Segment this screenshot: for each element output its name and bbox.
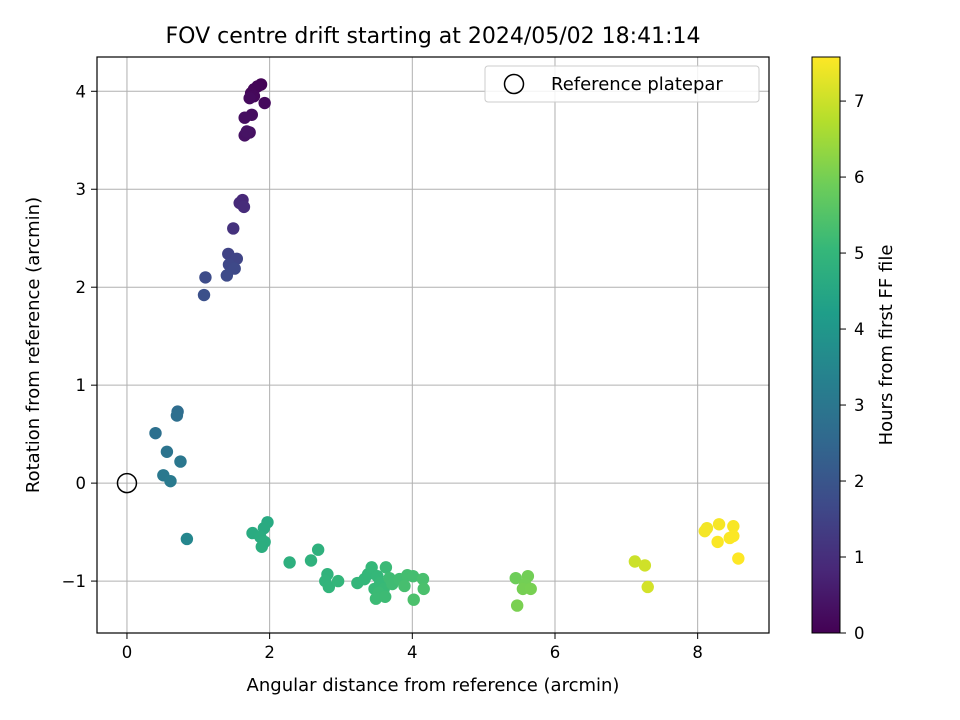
data-point — [238, 111, 251, 124]
colorbar: 0 1 2 3 4 5 6 7 Hours from first FF file — [811, 56, 897, 643]
data-point — [199, 271, 212, 284]
plot-frame — [96, 56, 770, 634]
data-point — [258, 96, 271, 110]
data-point — [712, 518, 726, 531]
y-tick-label: 0 — [76, 474, 87, 493]
legend-entry-label: Reference platepar — [551, 74, 723, 95]
x-tick-label: 0 — [122, 643, 133, 662]
colorbar-tick-label: 2 — [854, 472, 865, 491]
data-point — [220, 269, 234, 282]
data-point — [379, 561, 393, 574]
data-point — [164, 474, 177, 488]
y-tick-label: 1 — [76, 376, 87, 395]
colorbar-tick-label: 0 — [854, 624, 865, 643]
data-point — [255, 540, 268, 553]
data-point — [365, 561, 378, 574]
y-tick-label: 4 — [76, 82, 87, 101]
data-point — [641, 580, 654, 594]
data-points — [149, 78, 745, 612]
data-point — [170, 409, 184, 422]
x-tick-label: 2 — [264, 643, 275, 662]
data-point — [510, 599, 524, 612]
data-point — [698, 524, 711, 538]
x-tick-label: 4 — [407, 643, 418, 662]
data-point — [369, 592, 383, 605]
legend-box — [484, 65, 760, 103]
colorbar-tick-label: 4 — [854, 320, 865, 339]
colorbar-tick-label: 7 — [854, 92, 865, 111]
data-point — [638, 559, 652, 572]
data-point — [628, 555, 642, 568]
colorbar-label: Hours from first FF file — [876, 245, 897, 446]
data-point — [379, 590, 392, 603]
colorbar-tick-label: 1 — [854, 548, 865, 567]
data-point — [174, 455, 187, 468]
data-point — [509, 571, 522, 585]
x-tick-label: 8 — [692, 643, 703, 662]
data-point — [160, 445, 174, 458]
legend: Reference platepar — [484, 65, 760, 103]
data-point — [406, 569, 420, 583]
legend-open-circle-icon — [503, 73, 525, 95]
y-axis-label: Rotation from reference (arcmin) — [23, 197, 44, 493]
data-point — [304, 554, 318, 567]
grid-lines — [97, 57, 769, 633]
data-point — [283, 556, 296, 569]
chart-title: FOV centre drift starting at 2024/05/02 … — [166, 24, 701, 49]
data-point — [149, 426, 162, 440]
data-point — [524, 582, 537, 596]
colorbar-gradient — [811, 56, 841, 634]
data-point — [322, 580, 336, 594]
data-point — [407, 593, 420, 606]
data-point — [240, 125, 254, 138]
data-point — [243, 91, 256, 105]
y-tick-label: −1 — [62, 572, 86, 591]
data-point — [417, 582, 430, 596]
data-point — [331, 574, 345, 588]
x-axis-ticks: 0 2 4 6 8 — [122, 633, 703, 662]
data-point — [416, 572, 430, 586]
data-point — [727, 520, 740, 533]
y-tick-label: 2 — [76, 278, 87, 297]
colorbar-tick-label: 5 — [854, 244, 865, 263]
data-point — [227, 222, 240, 235]
plot-background — [97, 57, 769, 633]
data-point — [311, 543, 325, 556]
data-point — [237, 200, 251, 214]
data-point — [398, 579, 411, 593]
y-axis-ticks: −1 0 1 2 3 4 — [62, 82, 97, 591]
colorbar-ticks: 0 1 2 3 4 5 6 7 — [840, 92, 865, 643]
colorbar-tick-label: 3 — [854, 396, 865, 415]
y-tick-label: 3 — [76, 180, 87, 199]
data-point — [732, 552, 745, 565]
data-point — [180, 532, 194, 546]
colorbar-tick-label: 6 — [854, 168, 865, 187]
data-point — [711, 535, 724, 549]
data-point — [727, 529, 740, 543]
data-point — [197, 288, 211, 302]
reference-platepar-marker — [116, 472, 138, 494]
x-axis-label: Angular distance from reference (arcmin) — [247, 675, 620, 696]
x-tick-label: 6 — [550, 643, 561, 662]
